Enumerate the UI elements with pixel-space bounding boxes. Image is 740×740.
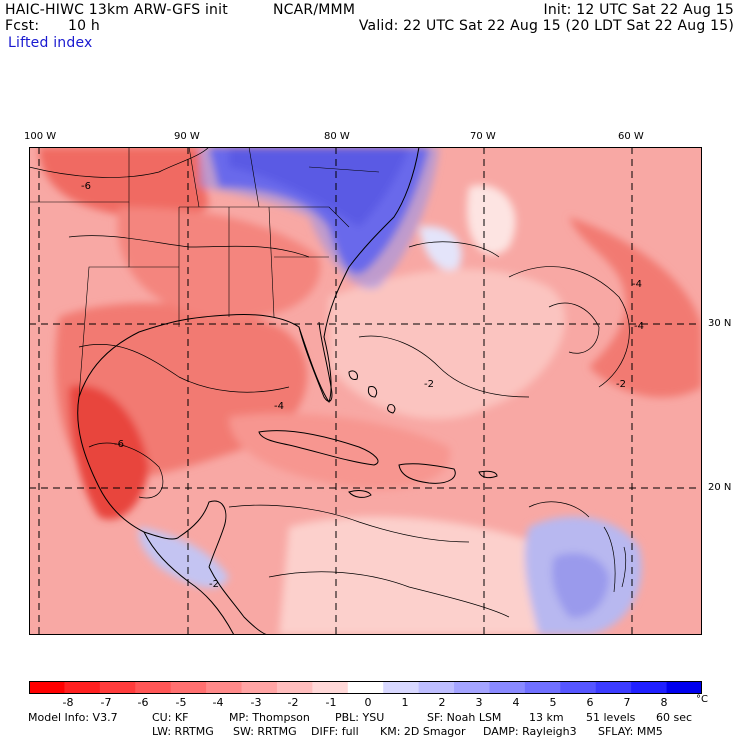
model-info-damping: DAMP: Rayleigh3 — [483, 725, 577, 738]
model-info-surface: SF: Noah LSM — [427, 711, 502, 724]
colorbar-swatch — [135, 681, 172, 694]
model-info-shortwave: SW: RRTMG — [233, 725, 297, 738]
colorbar-swatch — [489, 681, 526, 694]
contour-label: -4 — [634, 321, 644, 332]
colorbar-tick: 5 — [549, 696, 557, 709]
instability-caribbean — [229, 413, 451, 490]
colorbar-swatch — [595, 681, 632, 694]
colorbar-tick: 0 — [364, 696, 372, 709]
colorbar-frame — [29, 681, 702, 694]
colorbar-swatch — [560, 681, 597, 694]
model-info-levels: 51 levels — [586, 711, 636, 724]
lifted-index-map: -6 -4 -2 -4 -4 -2 -2 -4 -6 — [29, 147, 702, 635]
colorbar-swatch — [64, 681, 101, 694]
model-info-pbl: PBL: YSU — [335, 711, 385, 724]
colorbar-tick: 8 — [660, 696, 668, 709]
model-info-cumulus: CU: KF — [152, 711, 189, 724]
near-neutral-region-east — [467, 185, 516, 255]
lon-label-60w: 60 W — [618, 131, 644, 142]
field-name: Lifted index — [8, 35, 93, 51]
colorbar-swatch — [312, 681, 349, 694]
stable-region-fringe — [199, 147, 439, 289]
model-info-diffusion: DIFF: full — [311, 725, 359, 738]
map-frame — [29, 147, 702, 635]
contours — [29, 147, 630, 618]
model-title: HAIC-HIWC 13km ARW-GFS init — [5, 2, 228, 18]
model-info-sflay: SFLAY: MM5 — [598, 725, 663, 738]
coastlines — [77, 147, 498, 635]
colorbar-tick: 4 — [512, 696, 520, 709]
org-label: NCAR/MMM — [273, 2, 356, 18]
model-info-timestep: 60 sec — [656, 711, 693, 724]
colorbar-tick: 6 — [586, 696, 594, 709]
strong-instability-atlantic-band — [569, 217, 702, 398]
colorbar-swatch — [206, 681, 243, 694]
colorbar-tick: -3 — [250, 696, 262, 709]
strong-instability-north-plains — [39, 147, 209, 219]
weak-instability-region — [329, 268, 566, 420]
model-info-resolution: 13 km — [529, 711, 564, 724]
model-info-microphysics: MP: Thompson — [229, 711, 310, 724]
colorbar-tick: 1 — [401, 696, 409, 709]
forecast-hour: 10 h — [68, 18, 100, 34]
contour-label: -4 — [632, 279, 642, 290]
lon-label-90w: 90 W — [174, 131, 200, 142]
stable-region-central-america — [138, 527, 229, 588]
strong-instability-mexico — [69, 385, 149, 520]
stable-region-atlantic-core — [552, 553, 609, 618]
graticule — [29, 147, 702, 635]
valid-time: Valid: 22 UTC Sat 22 Aug 15 (20 LDT Sat … — [358, 18, 734, 34]
forecast-label: Fcst: — [5, 18, 40, 34]
lat-label-30n: 30 N — [708, 318, 732, 329]
stable-region-east-patch — [419, 226, 462, 271]
colorbar-swatch — [347, 681, 384, 694]
colorbar-tick: -4 — [212, 696, 224, 709]
strong-instability-southeast — [117, 207, 321, 319]
state-borders — [29, 147, 380, 398]
contour-label: -6 — [114, 439, 124, 450]
colorbar-swatch — [276, 681, 313, 694]
colorbar-tick: 3 — [475, 696, 483, 709]
colorbar-swatch — [454, 681, 490, 694]
weak-instability-region-south — [279, 516, 549, 635]
colorbar-swatch — [631, 681, 668, 694]
colorbar-tick: -6 — [137, 696, 149, 709]
model-info-version: Model Info: V3.7 — [28, 711, 118, 724]
colorbar-tick: 7 — [623, 696, 631, 709]
colorbar-tick: -1 — [325, 696, 337, 709]
colorbar-swatch — [418, 681, 455, 694]
lon-label-70w: 70 W — [470, 131, 496, 142]
colorbar-tick: -2 — [287, 696, 299, 709]
colorbar-swatch — [241, 681, 278, 694]
colorbar — [29, 681, 702, 694]
colorbar-tick: -5 — [175, 696, 187, 709]
colorbar-unit: °C — [696, 694, 708, 705]
colorbar-tick: -8 — [62, 696, 74, 709]
colorbar-swatch — [666, 681, 702, 694]
colorbar-tick: -7 — [100, 696, 112, 709]
contour-label: -6 — [81, 181, 91, 192]
init-time: Init: 12 UTC Sat 22 Aug 15 — [543, 2, 734, 18]
colorbar-swatch — [524, 681, 561, 694]
lon-label-80w: 80 W — [324, 131, 350, 142]
lat-label-20n: 20 N — [708, 482, 732, 493]
model-info-longwave: LW: RRTMG — [152, 725, 214, 738]
colorbar-swatch — [170, 681, 207, 694]
contour-label: -2 — [209, 579, 219, 590]
colorbar-swatch — [29, 681, 65, 694]
colorbar-swatch — [383, 681, 420, 694]
colorbar-swatch — [99, 681, 136, 694]
contour-label: -4 — [274, 401, 284, 412]
contour-label: -2 — [424, 379, 434, 390]
lon-label-100w: 100 W — [24, 131, 57, 142]
colorbar-tick: 2 — [438, 696, 446, 709]
model-info-km: KM: 2D Smagor — [380, 725, 466, 738]
contour-label: -2 — [616, 379, 626, 390]
